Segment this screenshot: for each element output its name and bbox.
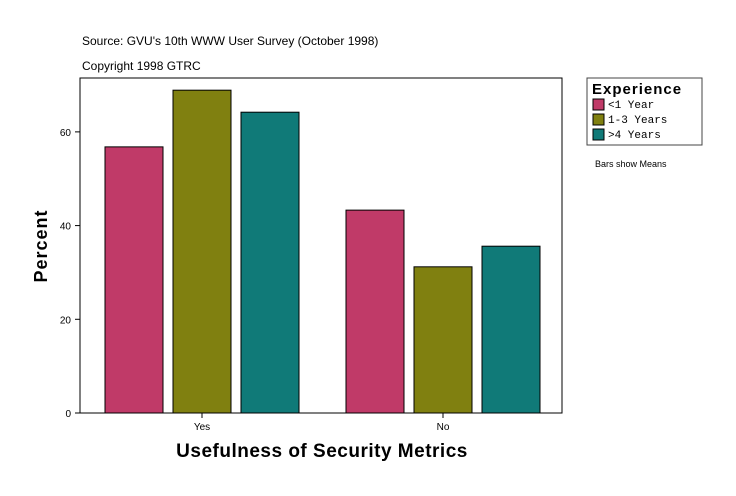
legend-item-label: 1-3 Years	[608, 115, 667, 127]
x-axis: Yes No	[194, 413, 450, 433]
y-tick-label: 0	[65, 409, 71, 420]
bars	[104, 89, 541, 414]
legend-item-label: <1 Year	[608, 100, 654, 112]
legend-swatch-1	[592, 113, 605, 126]
legend-swatch-0	[592, 98, 605, 111]
legend-title: Experience	[592, 81, 682, 98]
bar-yes-0	[104, 146, 164, 414]
bar-no-1	[413, 266, 473, 414]
bars-note: Bars show Means	[595, 159, 667, 169]
bar-yes-2	[240, 111, 300, 414]
x-axis-label: Usefulness of Security Metrics	[176, 441, 468, 462]
y-axis: 0 20 40 60	[60, 128, 80, 420]
plot-area	[79, 77, 563, 414]
y-tick-label: 20	[60, 315, 72, 326]
legend-swatch-2	[592, 128, 605, 141]
legend-box	[586, 77, 703, 146]
source-text: Source: GVU's 10th WWW User Survey (Octo…	[82, 34, 378, 48]
copyright-text: Copyright 1998 GTRC	[82, 59, 201, 73]
bar-no-2	[481, 245, 541, 414]
legend: Experience <1 Year 1-3 Years >4 Years	[586, 77, 703, 146]
bar-yes-1	[172, 89, 232, 414]
legend-item-label: >4 Years	[608, 130, 661, 142]
y-axis-label: Percent	[31, 209, 51, 282]
x-tick-label: No	[437, 422, 450, 433]
y-tick-label: 40	[60, 222, 72, 233]
y-tick-label: 60	[60, 128, 72, 139]
bar-no-0	[345, 209, 405, 414]
x-tick-label: Yes	[194, 422, 210, 433]
